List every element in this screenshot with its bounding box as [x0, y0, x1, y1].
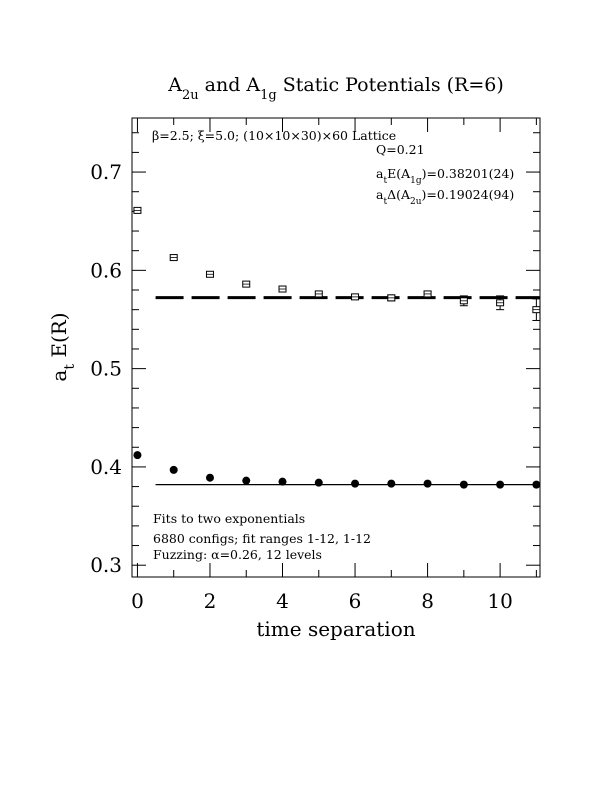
text-run: A: [167, 74, 182, 96]
text-run: )=0.19024(94): [422, 187, 515, 202]
annotation-top-4: atΔ(A2u)=0.19024(94): [376, 187, 514, 207]
a1g-point: [532, 480, 541, 489]
text-run: and A: [199, 74, 261, 96]
plot-frame: [131, 117, 541, 578]
text-run: Fits to two exponentials: [153, 511, 305, 526]
a1g-point: [169, 465, 178, 474]
a1g-point: [242, 476, 251, 485]
a1g-point: [133, 451, 142, 460]
a1g-point: [351, 479, 360, 488]
annotation-bottom-2: 6880 configs; fit ranges 1-12, 1-12: [153, 531, 371, 546]
annotation-bottom-1: Fits to two exponentials: [153, 511, 305, 526]
subscript: t: [383, 176, 387, 186]
y-tick-label: 0.3: [90, 553, 122, 577]
a1g-point: [423, 479, 432, 488]
x-tick-label: 10: [487, 589, 512, 613]
fit-lines: [155, 296, 540, 486]
x-tick-label: 8: [421, 589, 434, 613]
text-run: Δ(A: [387, 187, 411, 202]
text-run: Fuzzing: α=0.26, 12 levels: [153, 547, 322, 562]
text-run: a: [376, 166, 384, 181]
tick-labels: 0 2 4 6 8 10 0.3 0.4 0.5 0.6 0.7: [90, 160, 513, 613]
subscript: 2u: [182, 88, 199, 103]
y-axis-title: at E(R): [47, 312, 78, 381]
a1g-point: [314, 478, 323, 487]
subscript: t: [383, 197, 387, 207]
text-run: Q=0.21: [376, 142, 425, 157]
subscript: 2u: [410, 197, 422, 207]
text-run: )=0.38201(24): [422, 166, 515, 181]
a1g-point: [278, 477, 287, 486]
annotation-top-2: Q=0.21: [376, 142, 425, 157]
a1g-point: [205, 473, 214, 482]
chart-title: A2u and A1g Static Potentials (R=6): [167, 74, 504, 103]
text-run: a: [376, 187, 384, 202]
a1g-point: [387, 479, 396, 488]
annotations: β=2.5; ξ=5.0; (10×10×30)×60 LatticeQ=0.2…: [152, 128, 514, 562]
annotation-top-1: β=2.5; ξ=5.0; (10×10×30)×60 Lattice: [152, 128, 396, 143]
x-tick-label: 4: [276, 589, 289, 613]
y-tick-label: 0.7: [90, 160, 122, 184]
text-run: 6880 configs; fit ranges 1-12, 1-12: [153, 531, 371, 546]
annotation-bottom-3: Fuzzing: α=0.26, 12 levels: [153, 547, 322, 562]
x-tick-label: 0: [131, 589, 144, 613]
text-run: E(R): [47, 312, 71, 364]
text-run: E(A: [387, 166, 411, 181]
a1g-point: [459, 480, 468, 489]
annotation-top-3: atE(A1g)=0.38201(24): [376, 166, 514, 186]
data-points: [133, 206, 541, 489]
axis-ticks: [132, 118, 540, 577]
y-tick-label: 0.4: [90, 455, 122, 479]
subscript: t: [62, 364, 78, 370]
text-run: β=2.5; ξ=5.0; (10×10×30)×60 Lattice: [152, 128, 396, 143]
x-tick-label: 6: [349, 589, 362, 613]
a1g-point: [496, 480, 505, 489]
text-run: a: [47, 370, 71, 382]
x-axis-title: time separation: [256, 617, 415, 641]
text-run: Static Potentials (R=6): [277, 74, 504, 96]
subscript: 1g: [410, 176, 422, 186]
y-tick-label: 0.5: [90, 357, 122, 381]
subscript: 1g: [260, 88, 277, 103]
x-tick-label: 2: [204, 589, 217, 613]
y-tick-label: 0.6: [90, 258, 122, 282]
